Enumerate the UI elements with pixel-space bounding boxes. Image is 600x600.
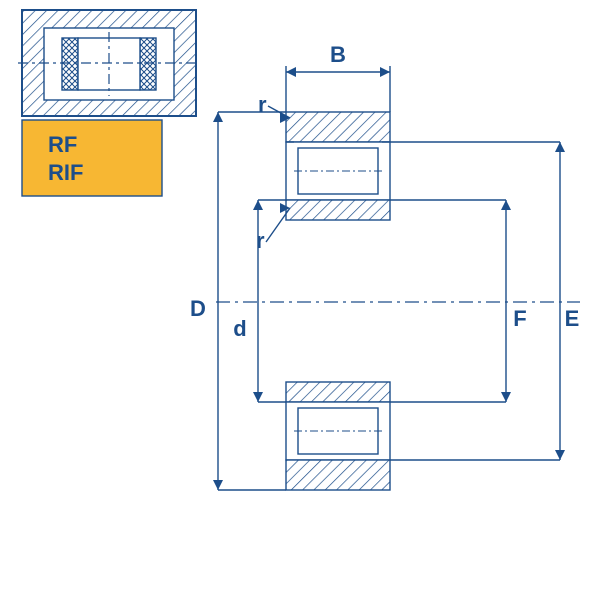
main-cross-section	[216, 112, 580, 490]
dim-label-f: F	[513, 306, 526, 331]
legend-box	[22, 120, 162, 196]
dim-label-e: E	[565, 306, 580, 331]
legend-rif: RIF	[48, 160, 83, 185]
inset-cross-section	[18, 10, 200, 116]
dim-label-r1: r	[258, 92, 267, 117]
dim-label-r2: r	[256, 228, 265, 253]
dim-label-d-outer: D	[190, 296, 206, 321]
dim-label-b: B	[330, 42, 346, 67]
dim-label-d-inner: d	[233, 316, 246, 341]
legend-rf: RF	[48, 132, 77, 157]
